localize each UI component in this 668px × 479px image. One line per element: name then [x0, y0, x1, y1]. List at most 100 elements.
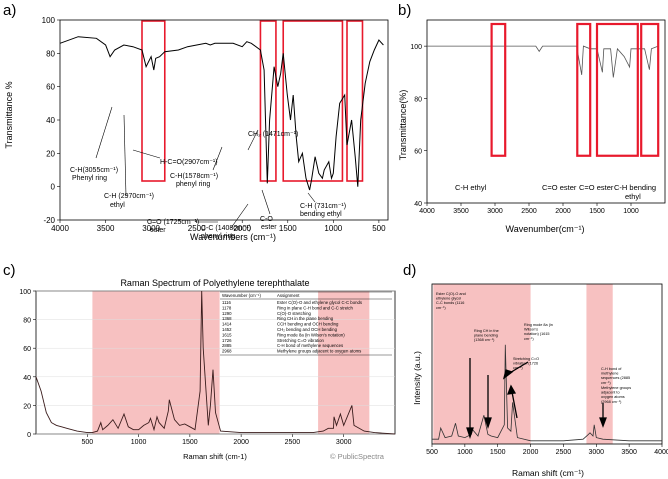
- table-cell: 1116: [222, 300, 232, 305]
- chart-a-annotation: ester: [261, 224, 277, 231]
- table-cell: 1452: [222, 327, 232, 332]
- y-tick-label: 60: [414, 149, 422, 156]
- table-cell: 1178: [222, 305, 232, 310]
- x-tick-label: 2500: [556, 449, 572, 456]
- x-tick-label: 2000: [523, 449, 539, 456]
- y-tick-label: 40: [46, 116, 55, 125]
- x-tick-label: 3500: [453, 208, 469, 215]
- x-tick-label: 3500: [621, 449, 637, 456]
- highlight-band: [318, 291, 370, 434]
- y-tick-label: 60: [46, 83, 55, 92]
- chart-a-annotation: phenyl ring: [176, 181, 210, 188]
- x-tick-label: 3000: [487, 208, 503, 215]
- table-cell: 1726: [222, 338, 232, 343]
- x-tick-label: 4000: [654, 449, 668, 456]
- chart-a-annotation: C-H (731cm⁻¹): [300, 203, 346, 210]
- chart-b-highlights: [490, 22, 660, 157]
- annotation-text: Ring mode 8a (in: [524, 323, 553, 327]
- annotation-text: (1368 cm⁻¹): [474, 338, 495, 342]
- x-tick-label: 1000: [457, 449, 473, 456]
- table-header: Wavenumber (cm⁻¹): [222, 293, 261, 298]
- annotation-text: ethylene glycol: [436, 297, 461, 301]
- x-tick-label: 1000: [324, 224, 342, 233]
- plot-frame: [431, 283, 663, 445]
- table-cell: 1615: [222, 332, 232, 337]
- annotation-text: notation) (1615: [524, 332, 550, 336]
- table-cell: 1368: [222, 316, 232, 321]
- table-cell: Ring CH in the plane bending: [277, 316, 334, 321]
- highlight-box: [141, 20, 166, 182]
- chart-a-highlights: [141, 20, 364, 182]
- chart-a-annotation: C-H(3055cm⁻¹): [70, 167, 118, 174]
- chart-b-xlabel: Wavenumber(cm⁻¹): [506, 224, 585, 234]
- x-tick-label: 1000: [131, 439, 147, 446]
- chart-b-annotation: C-H ethyl: [455, 183, 487, 192]
- annotation-text: Ester C(O)-O and: [436, 292, 466, 296]
- chart-d-axes: 500 1000 1500 2000 2500 3000 3500 4000: [426, 283, 668, 456]
- table-cell: C-H bond of methylene sequences: [277, 343, 343, 348]
- highlight-box: [576, 22, 592, 157]
- x-tick-label: 2500: [521, 208, 537, 215]
- x-tick-label: 3000: [588, 449, 604, 456]
- chart-d-ylabel: Intensity (a.u.): [412, 351, 422, 405]
- annotation-text: adjacent to: [601, 391, 620, 395]
- chart-b-series-line: [427, 45, 659, 78]
- y-tick-label: 100: [42, 16, 56, 25]
- table-cell: Ester C(O)-O and ethylene glycol C-C bon…: [277, 300, 362, 305]
- chart-b-ftir: 4000 3500 3000 2500 2000 1500 1000 40 60 80 100 Wa…: [398, 19, 666, 234]
- panel-label-b: b): [398, 2, 412, 19]
- x-tick-label: 1500: [490, 449, 506, 456]
- y-tick-label: 20: [23, 403, 31, 410]
- annotation-text: cm⁻¹): [524, 337, 534, 341]
- chart-b-annotation: ethyl: [625, 192, 641, 201]
- highlight-band: [92, 291, 220, 434]
- table-cell: C(O)-O stretching: [277, 311, 312, 316]
- table-cell: Ring in plane C-H bond and C-C stretch: [277, 305, 354, 310]
- y-tick-label: 80: [414, 96, 422, 103]
- y-tick-label: 20: [46, 149, 55, 158]
- chart-b-annotation: C=O ester: [579, 183, 614, 192]
- chart-d-xlabel: Raman shift (cm⁻¹): [512, 468, 584, 478]
- chart-c-watermark: © PublicSpectra: [330, 452, 385, 461]
- x-tick-label: 3000: [336, 439, 352, 446]
- annotation-text: Methylene groups: [601, 386, 631, 390]
- x-tick-label: 3000: [142, 224, 160, 233]
- chart-a-ylabel: Transmittance %: [4, 81, 14, 148]
- highlight-box: [595, 22, 639, 157]
- annotation-text: oxygen atoms: [601, 395, 625, 399]
- table-cell: 2885: [222, 343, 232, 348]
- annotation-text: sequences (2885: [601, 376, 630, 380]
- x-tick-label: 2000: [233, 224, 251, 233]
- x-tick-label: 1500: [182, 439, 198, 446]
- annotation-text: (2968 cm⁻¹): [601, 400, 622, 404]
- x-tick-label: 1500: [589, 208, 605, 215]
- chart-a-annotation: H-C=O(2907cm⁻¹): [160, 159, 218, 166]
- chart-a-annotation: C=O (1725cm⁻¹): [147, 219, 199, 226]
- y-tick-label: -20: [43, 216, 55, 225]
- table-cell: 1414: [222, 322, 232, 327]
- chart-b-annotation: C=O ester: [542, 183, 577, 192]
- annotation-text: Stretching C=O: [513, 357, 539, 361]
- table-cell: Stretching C=O vibration: [277, 338, 325, 343]
- x-tick-label: 2000: [233, 439, 249, 446]
- chart-a-annotation: C-H (2970cm⁻¹): [104, 193, 154, 200]
- plot-frame: [59, 19, 389, 221]
- x-tick-label: 1000: [623, 208, 639, 215]
- chart-a-annotation: ester: [150, 227, 166, 234]
- table-cell: 2968: [222, 349, 232, 354]
- chart-b-annotation: C-H bending: [614, 183, 656, 192]
- annotation-text: cm⁻¹): [436, 306, 446, 310]
- table-cell: 1290: [222, 311, 232, 316]
- annotation-text: C-C bonds (1116: [436, 301, 464, 305]
- panel-label-d: d): [403, 262, 417, 279]
- x-tick-label: 1500: [279, 224, 297, 233]
- x-tick-label: 3500: [97, 224, 115, 233]
- y-tick-label: 60: [23, 346, 31, 353]
- x-tick-label: 2500: [285, 439, 301, 446]
- chart-c-highlights: [92, 291, 370, 434]
- chart-a-series-line: [59, 36, 384, 191]
- y-tick-label: 40: [23, 375, 31, 382]
- chart-c-assignment-table: Wavenumber (cm⁻¹) Assignment 1116 Ester C(O…: [220, 291, 392, 356]
- x-tick-label: 4000: [51, 224, 69, 233]
- chart-a-xlabel: Wavenumbers (cm⁻¹): [190, 232, 276, 242]
